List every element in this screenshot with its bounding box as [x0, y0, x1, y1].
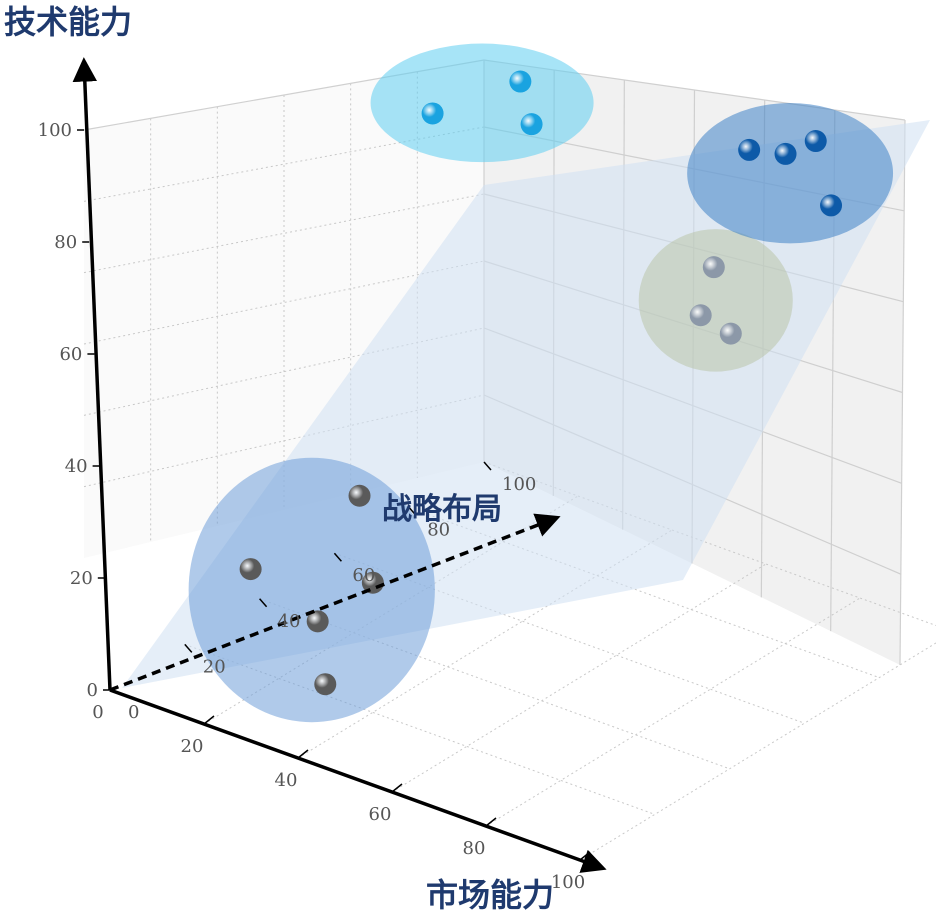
data-point	[719, 322, 742, 345]
z-tick-label: 20	[70, 568, 93, 589]
x-tick-mark	[391, 783, 403, 793]
grid-line	[259, 598, 730, 770]
z-axis-title: 技术能力	[4, 3, 132, 41]
data-point	[689, 304, 712, 327]
data-point	[702, 256, 725, 279]
cluster-ellipse	[687, 103, 894, 244]
y-tick-mark	[483, 461, 492, 471]
cluster-ellipse	[188, 457, 435, 723]
grid-line	[579, 642, 936, 861]
axis-ticks: 0 20 40 60 80 100 0 20 40 60 80 100 0 20 40 60 80 100	[38, 120, 591, 893]
grid-line	[334, 552, 805, 724]
data-point	[239, 558, 262, 581]
data-point	[804, 130, 827, 153]
grid-line	[409, 507, 880, 679]
grid-line	[184, 643, 655, 815]
data-point	[314, 673, 337, 696]
floor	[110, 462, 900, 830]
y-tick-mark	[333, 552, 342, 562]
y-tick-label: 100	[502, 474, 536, 495]
x-tick-label: 80	[463, 838, 486, 859]
x-tick-label: 20	[181, 736, 204, 757]
z-tick-label: 0	[87, 680, 98, 701]
x-axis-line	[109, 688, 607, 873]
cluster-ellipse	[370, 43, 594, 163]
data-point	[306, 610, 329, 633]
y-tick-mark	[259, 598, 268, 608]
x-axis-title: 市场能力	[426, 876, 554, 914]
z-tick-label: 80	[54, 232, 77, 253]
y-axis-line	[109, 513, 561, 692]
y-tick-label: 40	[278, 611, 301, 632]
data-point	[421, 102, 444, 125]
y-tick-mark	[408, 507, 417, 517]
x-tick-label: 40	[275, 770, 298, 791]
grid-line	[83, 260, 485, 345]
data-points	[239, 70, 843, 696]
x-tick-mark	[579, 851, 591, 861]
x-tick-mark	[297, 749, 309, 759]
x-tick-label: 60	[369, 804, 392, 825]
data-point	[509, 70, 532, 93]
grid-line	[391, 563, 767, 793]
data-point	[774, 142, 797, 165]
grid-line	[483, 461, 936, 627]
y-tick-label: 20	[203, 656, 226, 677]
x-tick-label: 100	[551, 872, 585, 893]
x-tick-label: 0	[92, 702, 103, 723]
y-tick-mark	[184, 643, 193, 653]
data-point	[738, 138, 761, 161]
y-tick-label: 60	[352, 565, 375, 586]
y-tick-label: 80	[427, 520, 450, 541]
y-tick-label: 0	[128, 702, 139, 723]
y-axis-title: 战略布局	[382, 492, 502, 527]
data-point	[820, 194, 843, 217]
x-tick-mark	[203, 715, 215, 725]
cluster-ellipse	[638, 229, 793, 372]
grid-line	[899, 119, 906, 666]
x-tick-mark	[485, 817, 497, 827]
z-tick-label: 60	[59, 344, 82, 365]
z-tick-label: 100	[38, 120, 72, 141]
data-point	[520, 113, 543, 136]
z-axis-line	[72, 57, 112, 691]
grid-line	[485, 597, 861, 827]
z-tick-label: 40	[65, 456, 88, 477]
data-point	[348, 484, 371, 507]
